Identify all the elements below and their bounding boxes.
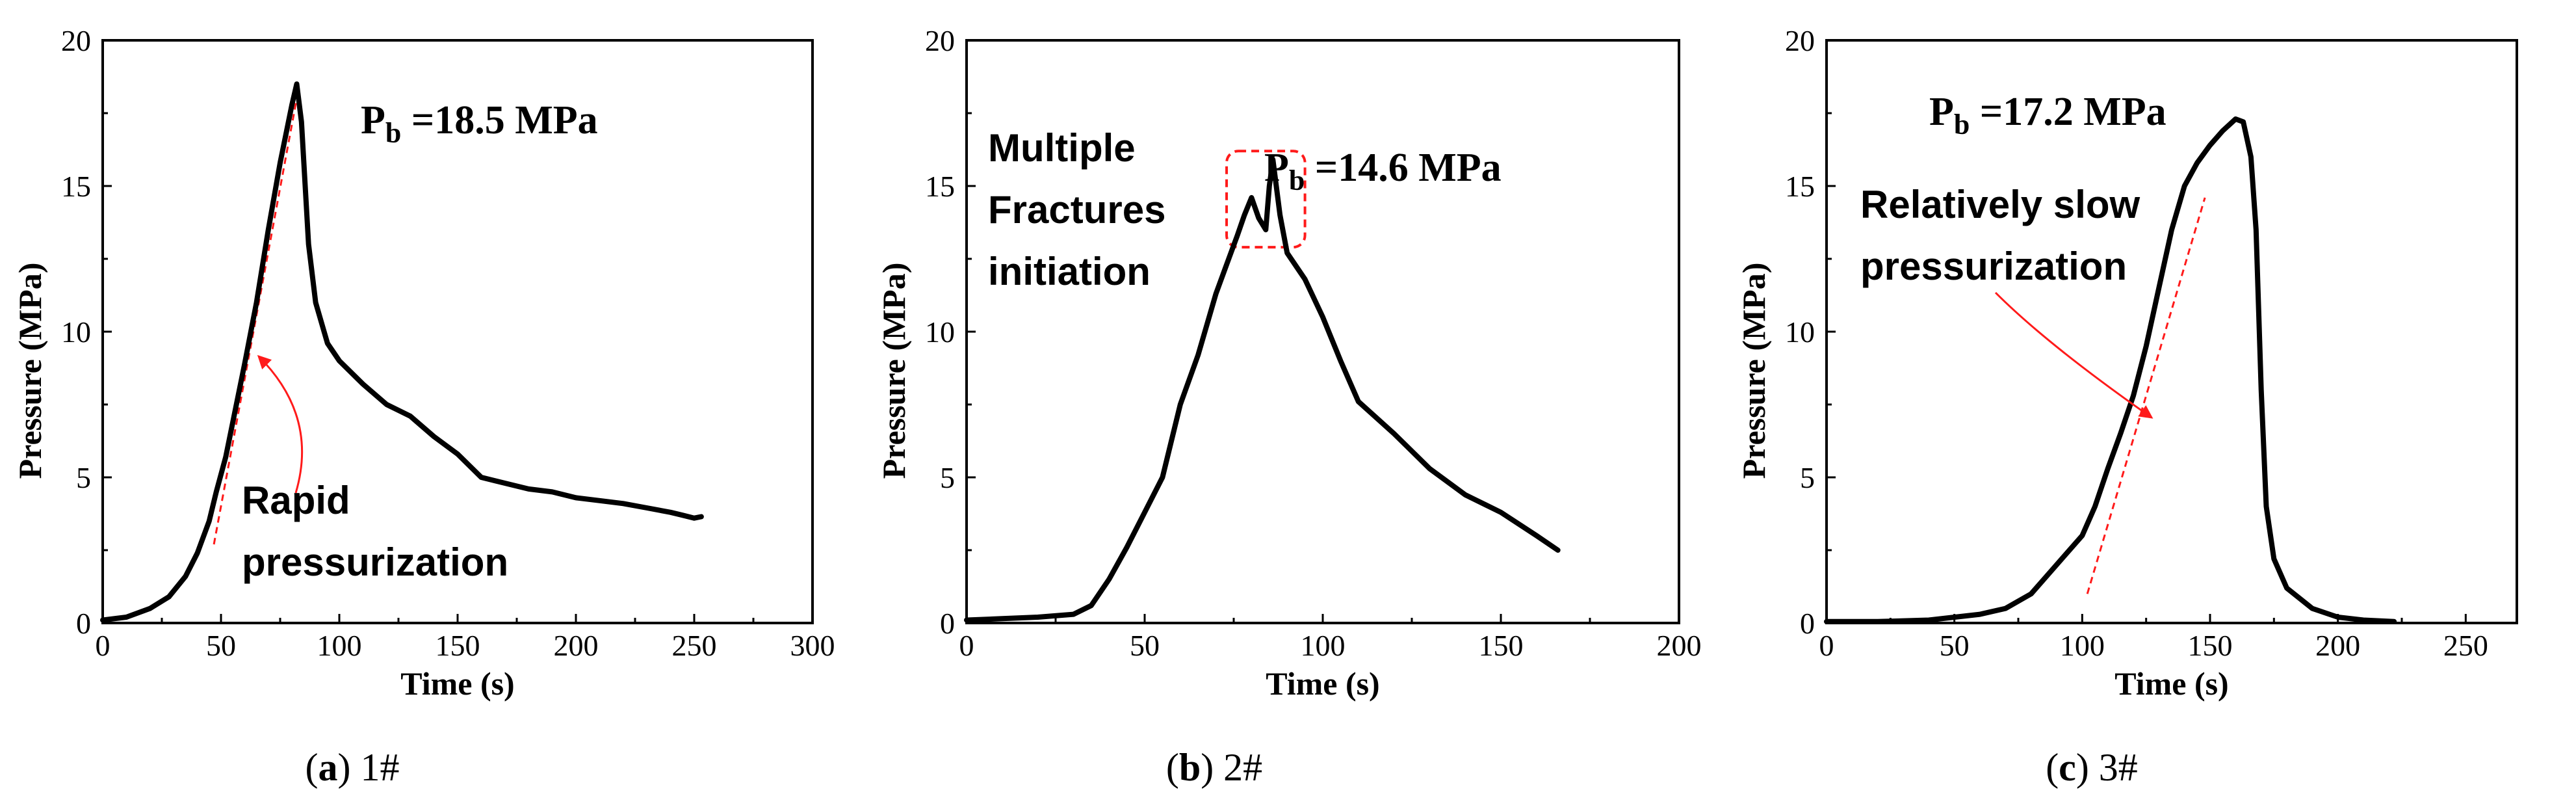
x-tick-label: 0: [1819, 629, 1834, 662]
breakdown-pressure-label: Pb =17.2 MPa: [1929, 90, 2166, 140]
caption-sample: 3#: [2099, 746, 2138, 789]
breakdown-pressure-label: Pb =14.6 MPa: [1264, 146, 1502, 196]
caption-letter: c: [2059, 746, 2076, 789]
chart-panel-b: 0 50 100 150 200 0 5 10 15 20 Time (s) Pressure (MP…: [876, 24, 1702, 789]
annotation-text: pressurization: [1860, 245, 2127, 288]
y-tick-label: 5: [1800, 461, 1815, 494]
chart-panel-a: 0 50 100 150 200 250 300 0 5 10 15 20 Time (s) Pressu…: [12, 24, 835, 789]
pb-value: =14.6 MPa: [1305, 146, 1501, 190]
x-tick-label: 100: [317, 629, 362, 662]
annotation-text: initiation: [988, 250, 1151, 293]
y-tick-label: 20: [61, 24, 91, 57]
x-tick-label: 50: [206, 629, 236, 662]
x-tick-label: 50: [1130, 629, 1160, 662]
y-axis-title: Pressure (MPa): [12, 263, 48, 479]
x-tick-label: 150: [1479, 629, 1524, 662]
panel-caption: (c) 3#: [2046, 746, 2138, 789]
y-tick-label: 0: [940, 607, 955, 640]
pb-subscript: b: [1289, 165, 1305, 196]
x-tick-label: 100: [1301, 629, 1346, 662]
pressure-series-line: [1824, 116, 2397, 624]
y-axis-title: Pressure (MPa): [1736, 263, 1772, 479]
y-tick-label: 15: [1785, 170, 1815, 203]
chart-panel-c: 0 50 100 150 200 250 0 5 10 15 20 Time (s) Pressure …: [1736, 24, 2518, 789]
x-tick-label: 150: [436, 629, 480, 662]
annotation-text: Fractures: [988, 188, 1165, 232]
caption-letter: a: [319, 746, 338, 789]
y-tick-label: 15: [61, 170, 91, 203]
annotation-arrow: [257, 354, 304, 494]
y-tick-label: 0: [76, 607, 91, 640]
x-tick-label: 150: [2188, 629, 2233, 662]
y-tick-label: 5: [76, 461, 91, 494]
x-tick-label: 250: [2443, 629, 2488, 662]
x-axis-title: Time (s): [400, 665, 514, 702]
pb-subscript: b: [1954, 109, 1970, 140]
x-tick-label: 0: [959, 629, 974, 662]
caption-letter: b: [1179, 746, 1201, 789]
x-tick-label: 50: [1940, 629, 1970, 662]
breakdown-pressure-label: Pb =18.5 MPa: [361, 98, 598, 149]
pressurization-trend-line: [2086, 197, 2206, 594]
y-tick-label: 5: [940, 461, 955, 494]
pb-value: =18.5 MPa: [401, 98, 597, 142]
y-tick-label: 0: [1800, 607, 1815, 640]
y-tick-label: 10: [925, 315, 955, 349]
pressure-series-line: [100, 81, 704, 623]
y-tick-label: 20: [925, 24, 955, 57]
annotation-text: pressurization: [242, 540, 508, 584]
annotation-text: Multiple: [988, 126, 1136, 170]
pressure-series-line: [964, 157, 1561, 623]
annotation-text: Rapid: [242, 479, 350, 522]
pb-symbol: P: [1929, 90, 1954, 134]
panel-caption: (b) 2#: [1166, 746, 1262, 789]
panel-caption: (a) 1#: [306, 746, 400, 789]
x-tick-label: 0: [96, 629, 111, 662]
x-tick-label: 200: [1657, 629, 1702, 662]
y-tick-label: 10: [61, 315, 91, 349]
peak-highlight-box: [1225, 150, 1307, 249]
caption-sample: 1#: [360, 746, 399, 789]
pb-symbol: P: [1264, 146, 1289, 190]
caption-sample: 2#: [1223, 746, 1262, 789]
x-tick-label: 250: [672, 629, 717, 662]
x-tick-label: 200: [2315, 629, 2360, 662]
y-axis-title: Pressure (MPa): [876, 263, 912, 479]
x-axis-title: Time (s): [1266, 665, 1379, 702]
y-tick-label: 15: [925, 170, 955, 203]
y-tick-label: 20: [1785, 24, 1815, 57]
annotation-arrow: [1994, 291, 2153, 419]
x-axis-title: Time (s): [2114, 665, 2228, 702]
x-tick-label: 300: [790, 629, 835, 662]
y-tick-label: 10: [1785, 315, 1815, 349]
pb-value: =17.2 MPa: [1970, 90, 2166, 134]
annotation-text: Relatively slow: [1860, 183, 2140, 226]
x-tick-label: 200: [554, 629, 599, 662]
pb-subscript: b: [385, 117, 401, 149]
x-tick-label: 100: [2060, 629, 2105, 662]
pb-symbol: P: [361, 98, 385, 142]
